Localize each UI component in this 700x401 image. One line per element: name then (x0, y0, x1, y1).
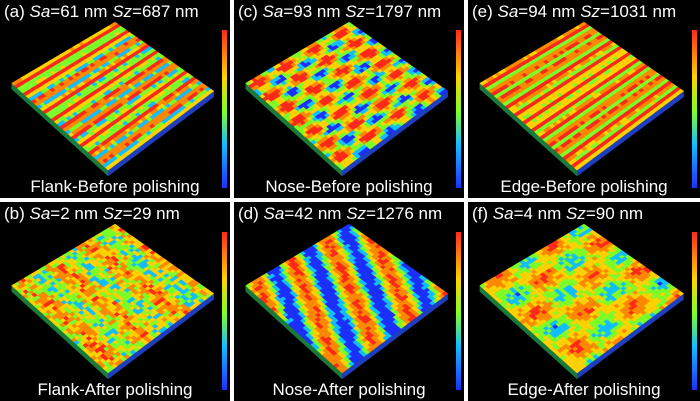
panel-b: (b) Sa=2 nm Sz=29 nm Flank-After polishi… (0, 202, 230, 401)
panel-caption: Nose-After polishing (272, 380, 426, 399)
surface-plot-a (11, 21, 215, 177)
panel-header: (f) Sa=4 nm Sz=90 nm (472, 204, 644, 223)
panel-caption: Nose-Before polishing (265, 177, 433, 196)
panel-e: (e) Sa=94 nm Sz=1031 nm Edge-Before poli… (468, 0, 700, 198)
panel-header: (d) Sa=42 nm Sz=1276 nm (238, 204, 443, 223)
panel-d: (d) Sa=42 nm Sz=1276 nm Nose-After polis… (234, 202, 464, 401)
color-scale-bar (692, 232, 697, 390)
color-scale-bar (456, 30, 461, 188)
panel-c: (c) Sa=93 nm Sz=1797 nm Nose-Before poli… (234, 0, 464, 198)
panel-header: (c) Sa=93 nm Sz=1797 nm (238, 2, 442, 21)
color-scale-bar (456, 232, 461, 390)
panel-caption: Flank-After polishing (37, 380, 193, 399)
surface-plot-d (245, 223, 449, 380)
color-scale-bar (222, 232, 227, 390)
panel-header: (a) Sa=61 nm Sz=687 nm (4, 2, 199, 21)
surface-plot-e (479, 21, 685, 177)
panel-a: (a) Sa=61 nm Sz=687 nm Flank-Before poli… (0, 0, 230, 198)
panel-f: (f) Sa=4 nm Sz=90 nm Edge-After polishin… (468, 202, 700, 401)
surface-plot-b (11, 223, 215, 380)
panel-caption: Flank-Before polishing (30, 177, 200, 196)
surface-plot-c (245, 21, 449, 177)
panel-caption: Edge-After polishing (507, 380, 661, 399)
color-scale-bar (222, 30, 227, 188)
color-scale-bar (692, 30, 697, 188)
panel-header: (b) Sa=2 nm Sz=29 nm (4, 204, 180, 223)
surface-plot-f (479, 223, 685, 380)
panel-caption: Edge-Before polishing (500, 177, 668, 196)
panel-header: (e) Sa=94 nm Sz=1031 nm (472, 2, 677, 21)
